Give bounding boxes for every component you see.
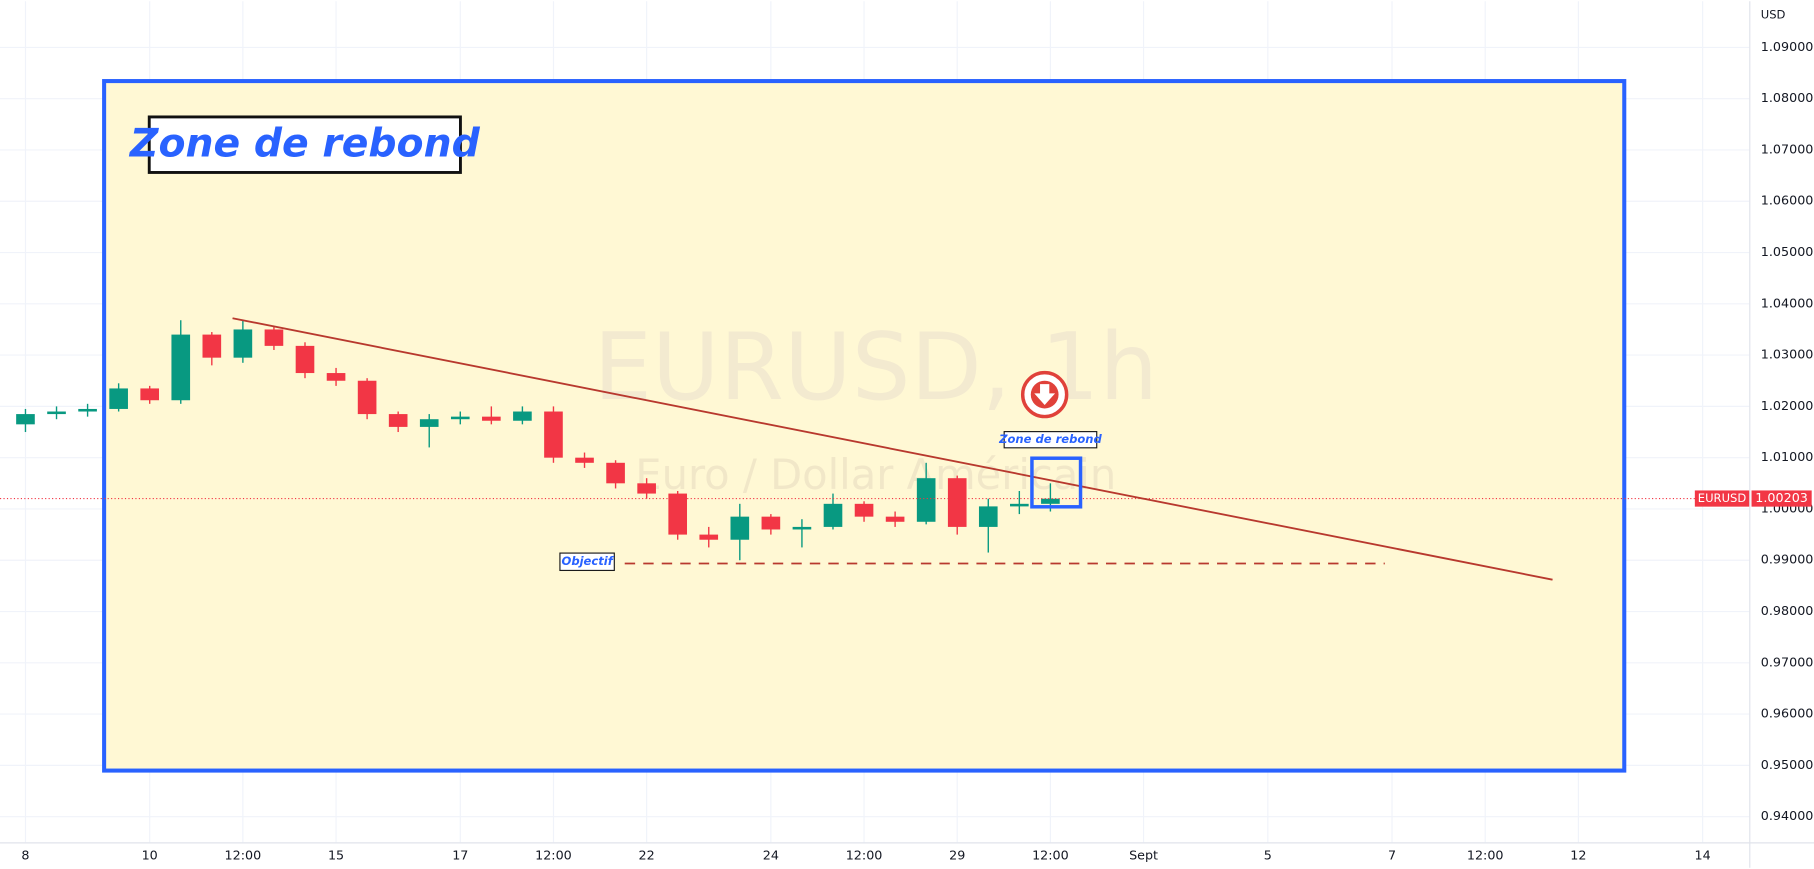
candle-body	[544, 411, 563, 458]
x-tick-label: 17	[452, 848, 468, 863]
candle-body	[16, 414, 35, 425]
x-tick-label: 29	[949, 848, 965, 863]
y-tick-label: 0.98000	[1761, 603, 1814, 618]
x-tick-label: 22	[639, 848, 655, 863]
x-tick-label: 8	[21, 848, 29, 863]
small-zone-box[interactable]	[1030, 456, 1083, 509]
candle-body	[668, 493, 688, 535]
candle-body	[978, 506, 998, 527]
candle-body	[606, 462, 625, 484]
y-tick-label: 1.03000	[1761, 347, 1814, 362]
y-tick-label: 1.05000	[1761, 244, 1814, 259]
small-zone-label-box[interactable]	[1003, 431, 1098, 449]
small-zone-label: Zone de rebond	[998, 432, 1102, 446]
x-tick-label: 5	[1264, 848, 1272, 863]
watermark-title: EURUSD, 1h	[593, 313, 1158, 421]
x-tick-label: 7	[1388, 848, 1396, 863]
candle-body	[202, 334, 222, 358]
candle-body	[823, 503, 843, 527]
candles	[16, 320, 1060, 561]
x-tick-label: 12:00	[846, 848, 883, 863]
candle-body	[482, 416, 501, 421]
candle-body	[295, 345, 315, 374]
currency-label: USD	[1761, 8, 1786, 22]
symbol-label: EURUSD	[1698, 491, 1747, 505]
candle-body	[1010, 503, 1029, 507]
candle-body	[264, 329, 284, 346]
zone-title-box[interactable]	[147, 115, 462, 174]
x-tick-label: Sept	[1129, 848, 1158, 863]
target-label-box[interactable]	[559, 552, 615, 572]
y-tick-label: 1.09000	[1761, 39, 1814, 54]
candle-body	[730, 516, 750, 540]
candle-body	[233, 329, 253, 358]
y-tick-label: 1.08000	[1761, 90, 1814, 105]
x-tick-label: 24	[763, 848, 779, 863]
y-tick-label: 0.99000	[1761, 552, 1814, 567]
y-tick-label: 0.94000	[1761, 808, 1814, 823]
y-tick-label: 1.06000	[1761, 193, 1814, 208]
x-tick-label: 10	[142, 848, 158, 863]
trend-line[interactable]	[232, 317, 1553, 581]
arrow-down-icon[interactable]	[1020, 370, 1069, 419]
candle-body	[78, 408, 97, 412]
candle-body	[419, 419, 439, 427]
x-tick-label: 12:00	[535, 848, 572, 863]
x-tick-label: 12:00	[1467, 848, 1504, 863]
y-tick-label: 1.02000	[1761, 398, 1814, 413]
y-tick-label: 0.95000	[1761, 757, 1814, 772]
zone-rectangle[interactable]	[102, 79, 1627, 773]
candle-body	[47, 411, 66, 415]
candle-body	[326, 373, 346, 381]
candle-body	[854, 503, 874, 517]
axes: 0.94000 0.95000 0.96000 0.97000 0.98000 0.990…	[21, 39, 1813, 863]
x-tick-label: 12:00	[225, 848, 262, 863]
candle-body	[109, 388, 128, 409]
candle-body	[761, 516, 781, 530]
candle-body	[916, 478, 936, 522]
candle-body	[792, 526, 812, 530]
candle-body	[450, 416, 470, 420]
candle-body	[171, 334, 191, 401]
last-price-label: 1.00203	[1755, 490, 1808, 505]
x-tick-label: 12:00	[1032, 848, 1069, 863]
candle-body	[637, 483, 656, 494]
x-tick-label: 15	[328, 848, 344, 863]
y-tick-label: 1.07000	[1761, 141, 1814, 156]
candle-body	[513, 411, 532, 421]
candle-body	[388, 414, 408, 427]
candle-body	[947, 478, 967, 527]
candle-body	[140, 388, 160, 401]
y-tick-label: 0.97000	[1761, 654, 1814, 669]
candle-body	[885, 516, 905, 522]
x-tick-label: 14	[1695, 848, 1711, 863]
y-tick-label: 0.96000	[1761, 706, 1814, 721]
candle-body	[1041, 498, 1060, 504]
price-badge	[1751, 490, 1812, 507]
y-tick-label: 1.01000	[1761, 449, 1814, 464]
candle-body	[357, 380, 377, 415]
x-tick-label: 12	[1570, 848, 1586, 863]
zone-title: Zone de rebond	[128, 120, 481, 166]
symbol-badge	[1694, 490, 1750, 507]
target-label: Objectif	[562, 554, 615, 568]
candle-body	[699, 534, 719, 540]
candle-body	[575, 457, 594, 463]
y-tick-label: 1.04000	[1761, 295, 1814, 310]
